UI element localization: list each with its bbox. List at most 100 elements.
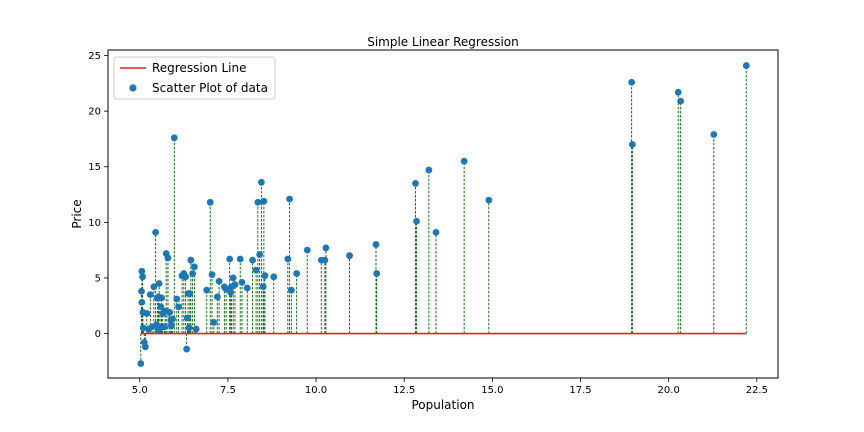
scatter-point [185, 324, 193, 332]
scatter-point [425, 166, 433, 174]
scatter-point [158, 294, 166, 302]
scatter-point [206, 198, 214, 206]
scatter-point [413, 217, 420, 225]
scatter-point [256, 251, 264, 258]
scatter-point [321, 256, 329, 264]
scatter-point [674, 88, 682, 96]
scatter-point [182, 273, 189, 281]
scatter-point [628, 141, 636, 148]
scatter-point [485, 196, 493, 204]
scatter-point [259, 283, 267, 291]
chart-title: Simple Linear Regression [367, 35, 519, 49]
scatter-point [166, 309, 174, 316]
scatter-point [183, 314, 191, 322]
y-tick-label: 25 [88, 51, 101, 62]
scatter-point [164, 254, 172, 262]
scatter-point [303, 246, 311, 254]
scatter-point [208, 271, 216, 278]
scatter-point [150, 283, 158, 291]
scatter-point [155, 280, 163, 287]
scatter-point [190, 263, 198, 271]
x-tick-label: 22.5 [746, 385, 768, 396]
x-axis: 5.0 7.5 10.0 12.5 15.0 17.5 20.0 22.5 [132, 378, 768, 396]
scatter-point [227, 288, 235, 296]
scatter-point [270, 273, 278, 281]
scatter-point [284, 255, 292, 263]
y-tick-label: 20 [88, 107, 101, 118]
residual-lines [140, 65, 747, 364]
scatter-point [137, 360, 145, 367]
scatter-point [373, 270, 381, 277]
scatter-point [460, 157, 468, 165]
scatter-point [252, 266, 260, 274]
x-tick-label: 15.0 [481, 385, 503, 396]
scatter-point [215, 277, 223, 285]
y-tick-label: 15 [88, 162, 101, 173]
scatter-points [137, 62, 750, 367]
scatter-point [322, 244, 330, 252]
plot-frame [107, 49, 779, 379]
scatter-point [173, 295, 181, 303]
x-tick-label: 7.5 [220, 385, 236, 396]
x-tick-label: 20.0 [658, 385, 680, 396]
scatter-point [257, 178, 265, 186]
y-tick-label: 0 [95, 329, 101, 340]
scatter-point [628, 78, 636, 86]
scatter-point [168, 322, 175, 330]
x-tick-label: 12.5 [393, 385, 415, 396]
scatter-point [293, 270, 301, 277]
scatter-point [243, 284, 251, 292]
scatter-point [186, 290, 194, 297]
scatter-point [229, 274, 237, 282]
scatter-point [372, 241, 380, 248]
scatter-point [143, 310, 151, 317]
scatter-point [146, 291, 154, 299]
legend-scatter-label: Scatter Plot of data [152, 81, 268, 95]
scatter-point [286, 195, 294, 203]
scatter-point [236, 255, 244, 263]
scatter-point [157, 303, 165, 311]
scatter-point [210, 319, 218, 326]
scatter-point [189, 270, 197, 277]
scatter-point [677, 97, 685, 105]
scatter-point [161, 323, 168, 331]
scatter-point [249, 256, 256, 264]
x-tick-label: 17.5 [569, 385, 591, 396]
scatter-point [226, 255, 234, 263]
x-tick-label: 10.0 [305, 385, 327, 396]
legend-regression-label: Regression Line [152, 61, 246, 75]
legend-box [113, 56, 276, 100]
scatter-point [192, 325, 200, 333]
scatter-point [152, 228, 160, 236]
scatter-point [254, 198, 262, 206]
x-tick-label: 5.0 [132, 385, 148, 396]
y-axis: 0 5 10 15 20 25 [88, 51, 108, 340]
scatter-point [231, 281, 239, 289]
x-axis-label: Population [411, 398, 474, 412]
scatter-point [238, 278, 246, 286]
scatter-point [138, 267, 146, 275]
scatter-point [169, 315, 176, 323]
scatter-point [138, 298, 146, 306]
scatter-point [742, 62, 750, 69]
scatter-point [213, 293, 221, 301]
scatter-point [260, 197, 268, 205]
scatter-point [170, 134, 178, 142]
scatter-point [203, 286, 211, 294]
scatter-point [141, 343, 149, 351]
scatter-point [139, 273, 146, 281]
scatter-point [710, 131, 718, 138]
y-axis-label: Price [70, 199, 84, 228]
scatter-point [261, 272, 269, 280]
scatter-point [412, 180, 419, 187]
scatter-point [139, 324, 147, 332]
scatter-point [287, 286, 295, 294]
legend-scatter-swatch [129, 84, 137, 92]
scatter-point [183, 345, 191, 353]
scatter-point [346, 252, 353, 260]
y-tick-label: 5 [95, 273, 101, 284]
scatter-point [175, 303, 182, 311]
legend: Regression Line Scatter Plot of data [113, 56, 276, 100]
scatter-point [138, 287, 145, 295]
